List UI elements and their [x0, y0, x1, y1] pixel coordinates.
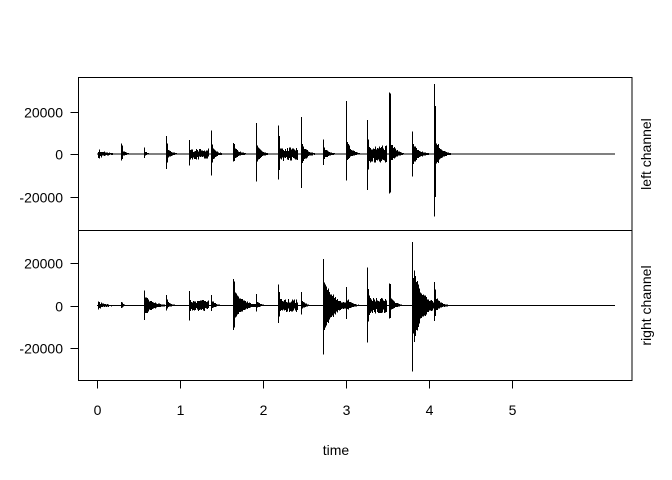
y-axis-tick-label: -20000 [19, 190, 63, 206]
waveform-traces [97, 83, 615, 372]
axis-ticks: 0 1 2 3 4 5 -20000 0 20000 -20000 0 20000 [19, 105, 516, 419]
panel-boxes [78, 77, 633, 381]
x-axis-tick-label: 5 [509, 402, 517, 418]
y-axis-tick-label: -20000 [19, 341, 63, 357]
x-axis-tick-label: 4 [426, 402, 434, 418]
x-axis-tick-label: 2 [260, 402, 268, 418]
y-axis-tick-label: 0 [55, 147, 63, 163]
waveform-right-channel [97, 241, 615, 372]
y-axis-tick-label: 20000 [24, 105, 63, 121]
y-axis-tick-label: 0 [55, 299, 63, 315]
y-axis-tick-label: 20000 [24, 256, 63, 272]
x-axis-tick-label: 1 [177, 402, 185, 418]
left-channel-label: left channel [638, 118, 654, 190]
x-axis-title: time [323, 442, 350, 458]
waveform-left-channel [97, 83, 615, 217]
x-axis-tick-label: 0 [94, 402, 102, 418]
x-axis-tick-label: 3 [343, 402, 351, 418]
right-channel-label: right channel [638, 265, 654, 345]
right-channel-panel-box [78, 230, 633, 381]
